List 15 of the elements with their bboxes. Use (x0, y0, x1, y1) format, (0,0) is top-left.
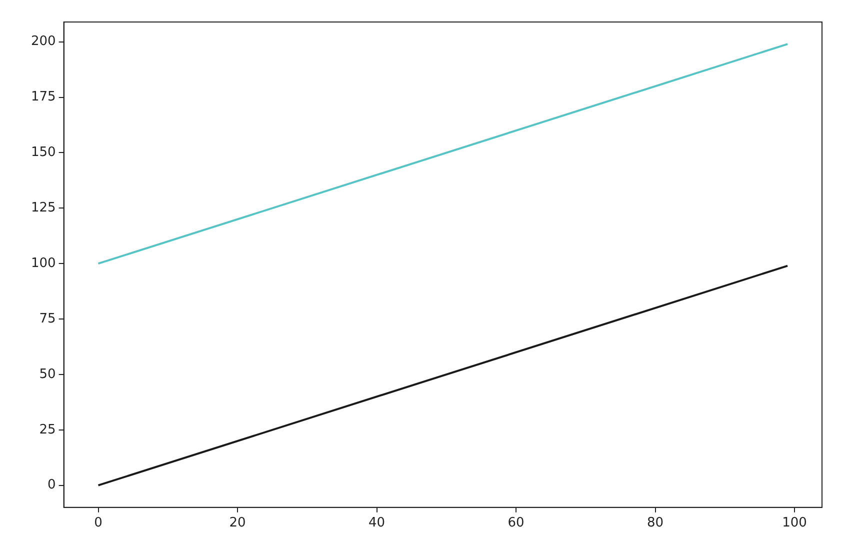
y-tick-label: 50 (39, 366, 56, 382)
y-tick-label: 0 (48, 478, 56, 493)
y-tick-label: 75 (39, 311, 56, 326)
x-tick-label: 40 (368, 516, 386, 531)
x-tick-label: 20 (229, 516, 246, 531)
x-tick-label: 80 (646, 516, 664, 531)
y-tick-label: 125 (30, 200, 56, 216)
x-tick-label: 60 (508, 516, 524, 531)
x-tick-label: 100 (782, 516, 807, 531)
y-tick-label: 150 (30, 145, 56, 160)
y-tick-label: 175 (30, 90, 56, 105)
y-tick-label: 100 (30, 256, 56, 271)
y-tick-label: 200 (30, 34, 56, 50)
y-tick-label: 25 (39, 422, 56, 438)
x-tick-label: 0 (94, 516, 102, 531)
